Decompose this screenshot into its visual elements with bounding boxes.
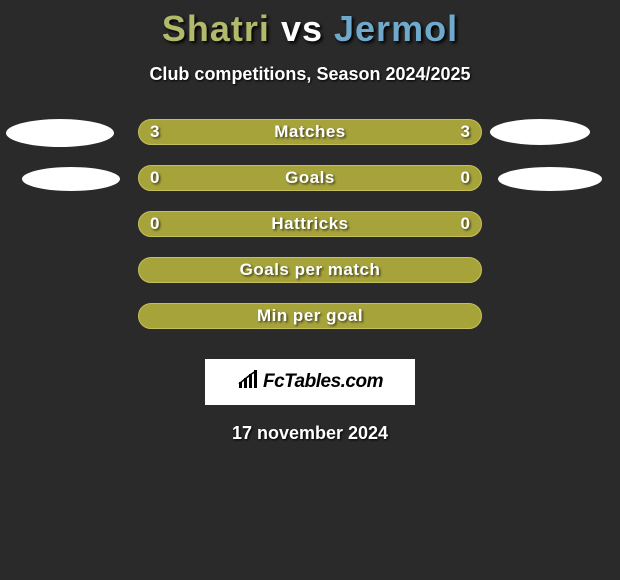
stat-value-right: 3 (461, 119, 470, 145)
stat-label: Min per goal (138, 303, 482, 329)
chart-icon (237, 370, 261, 395)
stat-row: Matches3 3 (0, 119, 620, 165)
player2-name: Jermol (334, 8, 458, 49)
stat-value-right: 0 (461, 165, 470, 191)
stat-value-left: 0 (150, 211, 159, 237)
stat-label: Goals (138, 165, 482, 191)
date-text: 17 november 2024 (0, 423, 620, 444)
stat-value-right: 0 (461, 211, 470, 237)
stat-label: Matches (138, 119, 482, 145)
player1-name: Shatri (162, 8, 270, 49)
logo-text: FcTables.com (263, 371, 383, 393)
vs-text: vs (281, 8, 323, 49)
stat-label: Goals per match (138, 257, 482, 283)
stat-row: Hattricks0 0 (0, 211, 620, 257)
stat-row: Goals0 0 (0, 165, 620, 211)
stats-area: Matches33Goals00Hattricks00Goals per mat… (0, 119, 620, 444)
logo-box: FcTables.com (205, 359, 415, 405)
stat-row: Goals per match (0, 257, 620, 303)
stat-value-left: 3 (150, 119, 159, 145)
comparison-title: Shatri vs Jermol (0, 0, 620, 50)
subtitle: Club competitions, Season 2024/2025 (0, 64, 620, 85)
stat-label: Hattricks (138, 211, 482, 237)
stat-row: Min per goal (0, 303, 620, 349)
stat-value-left: 0 (150, 165, 159, 191)
